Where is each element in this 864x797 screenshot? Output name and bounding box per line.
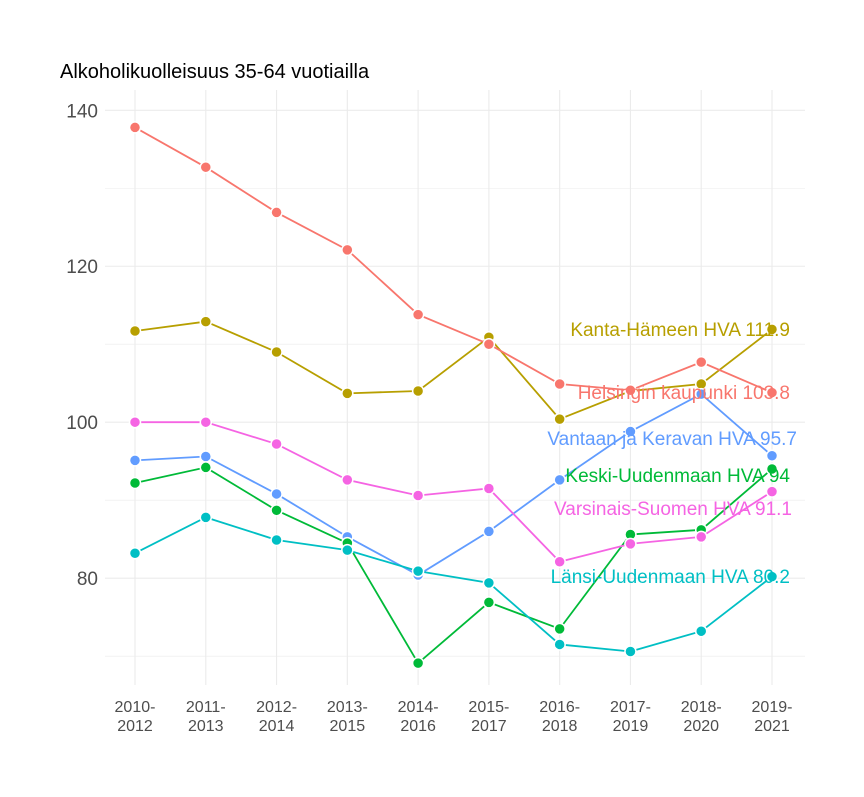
series-line — [134, 126, 773, 394]
data-point — [341, 543, 354, 557]
x-tick-label: 2017-2019 — [610, 699, 651, 735]
data-point — [765, 323, 779, 336]
data-point — [694, 624, 708, 638]
data-point — [553, 622, 566, 636]
data-point — [270, 487, 283, 501]
data-point — [411, 308, 425, 321]
series-label: Kanta-Hämeen HVA 111.9 — [570, 320, 790, 341]
series-label: Helsingin kaupunki 103.8 — [578, 383, 790, 404]
data-point — [270, 206, 283, 219]
y-tick-label: 80 — [77, 569, 98, 590]
data-point — [199, 511, 213, 524]
series-helsingin-kaupunki — [128, 121, 779, 399]
data-point — [411, 384, 425, 398]
x-tick-label: 2011-2013 — [186, 699, 226, 735]
series-l-nsi-uudenmaan-hva — [128, 511, 779, 658]
y-axis: 80 100 120 140 — [66, 101, 98, 590]
data-point — [270, 437, 283, 451]
data-point — [624, 383, 637, 397]
data-point — [765, 485, 779, 498]
series-vantaan-ja-keravan-hva — [128, 387, 779, 582]
data-point — [199, 450, 213, 463]
y-tick-label: 140 — [66, 101, 98, 122]
data-point — [199, 415, 213, 429]
data-point — [624, 425, 637, 438]
data-point — [482, 337, 496, 351]
data-point — [553, 377, 566, 391]
data-point — [199, 160, 213, 174]
data-point — [482, 576, 496, 590]
x-tick-label: 2019-2021 — [752, 699, 793, 735]
x-tick-label: 2018-2020 — [681, 699, 722, 735]
data-point — [553, 638, 566, 651]
data-point — [128, 476, 142, 490]
chart-title: Alkoholikuolleisuus 35-64 vuotiailla — [60, 61, 370, 83]
data-point — [270, 504, 283, 517]
y-tick-label: 120 — [66, 257, 98, 278]
data-point — [199, 461, 213, 474]
data-point — [270, 533, 283, 547]
data-point — [624, 645, 637, 658]
x-axis: 2010-2012 2011-2013 2012-2014 2013-2015 2014… — [115, 699, 793, 735]
series-line — [134, 393, 773, 577]
series-label: Varsinais-Suomen HVA 91.1 — [554, 499, 792, 520]
series-label: Vantaan ja Keravan HVA 95.7 — [547, 429, 797, 450]
data-point — [128, 415, 142, 429]
series-labels: Kanta-Hämeen HVA 111.9 Helsingin kaupunki… — [547, 320, 797, 588]
series-lines — [128, 121, 779, 670]
data-point — [128, 324, 142, 338]
x-tick-label: 2012-2014 — [256, 699, 297, 735]
data-point — [411, 564, 425, 578]
series-line — [135, 421, 773, 563]
data-point — [128, 454, 142, 467]
data-point — [765, 386, 779, 399]
data-point — [341, 473, 354, 487]
data-point — [553, 555, 566, 569]
x-tick-label: 2015-2017 — [468, 699, 509, 735]
series-line — [134, 466, 773, 665]
series-label: Keski-Uudenmaan HVA 94 — [565, 466, 790, 487]
y-tick-label: 100 — [66, 413, 98, 434]
series-varsinais-suomen-hva — [128, 415, 779, 569]
data-point — [199, 315, 213, 328]
data-point — [694, 530, 708, 544]
x-tick-label: 2016-2018 — [539, 699, 580, 735]
data-point — [482, 596, 496, 609]
data-point — [765, 449, 779, 462]
data-point — [411, 656, 425, 670]
data-point — [765, 570, 779, 583]
data-point — [765, 462, 779, 476]
data-point — [482, 525, 496, 538]
data-point — [411, 489, 425, 502]
data-point — [624, 537, 637, 551]
series-line — [134, 320, 773, 421]
data-point — [553, 412, 566, 426]
data-point — [694, 355, 708, 369]
data-point — [553, 473, 566, 487]
data-point — [128, 121, 142, 134]
data-point — [694, 387, 708, 401]
data-point — [341, 243, 354, 257]
data-point — [341, 387, 354, 400]
x-tick-label: 2013-2015 — [327, 699, 368, 735]
series-line — [134, 516, 773, 653]
series-label: Länsi-Uudenmaan HVA 80.2 — [551, 567, 790, 588]
data-point — [482, 482, 496, 495]
data-point — [270, 345, 283, 359]
series-keski-uudenmaan-hva — [128, 461, 779, 670]
x-tick-label: 2010-2012 — [115, 699, 156, 735]
x-tick-label: 2014-2016 — [398, 699, 439, 735]
data-point — [128, 546, 142, 560]
